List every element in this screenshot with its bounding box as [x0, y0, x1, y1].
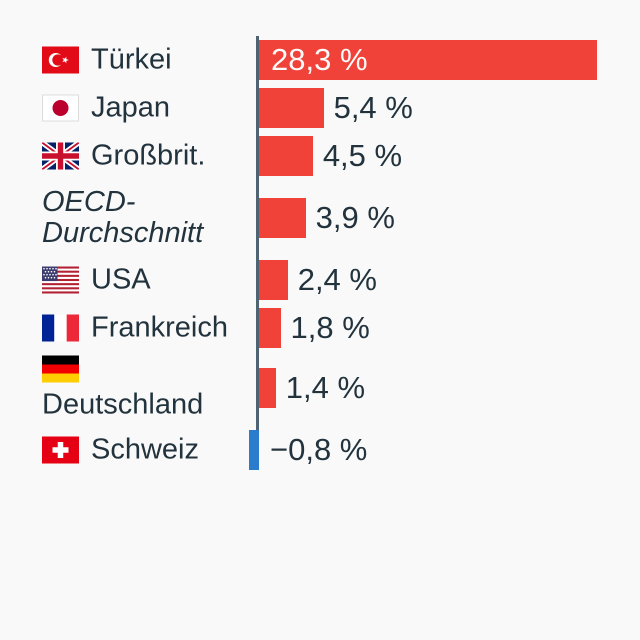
value-bar [249, 429, 259, 470]
value-bar [259, 307, 281, 348]
row-label: Deutschland [42, 355, 204, 421]
flag-usa-icon [42, 266, 79, 293]
value-bar [259, 135, 313, 176]
country-label: USA [91, 263, 151, 295]
flag-uk-icon [42, 142, 79, 169]
value-label: 3,9 % [315, 200, 395, 235]
value-label: 4,5 % [322, 137, 403, 173]
row-label: Großbrit. [42, 140, 205, 171]
flag-turkey-icon [42, 46, 79, 74]
country-label: Schweiz [91, 433, 199, 465]
country-label: Deutschland [42, 388, 204, 421]
value-label: 1,4 % [285, 370, 366, 405]
row-label: Schweiz [42, 434, 199, 465]
value-bar [259, 87, 324, 128]
value-label: 5,4 % [333, 89, 413, 125]
country-label: OECD- Durchschnitt [42, 186, 204, 249]
country-label: Japan [91, 91, 171, 123]
country-label: Frankreich [91, 311, 228, 343]
row-label: Frankreich [42, 312, 228, 343]
value-label: 1,8 % [290, 309, 370, 345]
value-bar [259, 259, 288, 300]
row-label: Japan [42, 92, 170, 123]
value-label: 2,4 % [297, 261, 377, 297]
value-label: −0,8 % [270, 431, 368, 467]
country-label: Großbrit. [91, 139, 206, 171]
zero-axis-line [256, 36, 259, 469]
row-label: USA [42, 264, 151, 295]
country-label: Türkei [91, 43, 172, 76]
value-bar [259, 40, 598, 80]
value-bar [259, 368, 276, 408]
flag-france-icon [42, 314, 79, 341]
flag-japan-icon [42, 94, 79, 121]
flag-switzerland-icon [42, 436, 79, 463]
value-bar [259, 198, 306, 238]
row-label: Türkei [42, 43, 172, 76]
flag-germany-icon [42, 355, 79, 383]
row-label: OECD- Durchschnitt [42, 187, 203, 249]
value-label: 28,3 % [271, 42, 368, 77]
